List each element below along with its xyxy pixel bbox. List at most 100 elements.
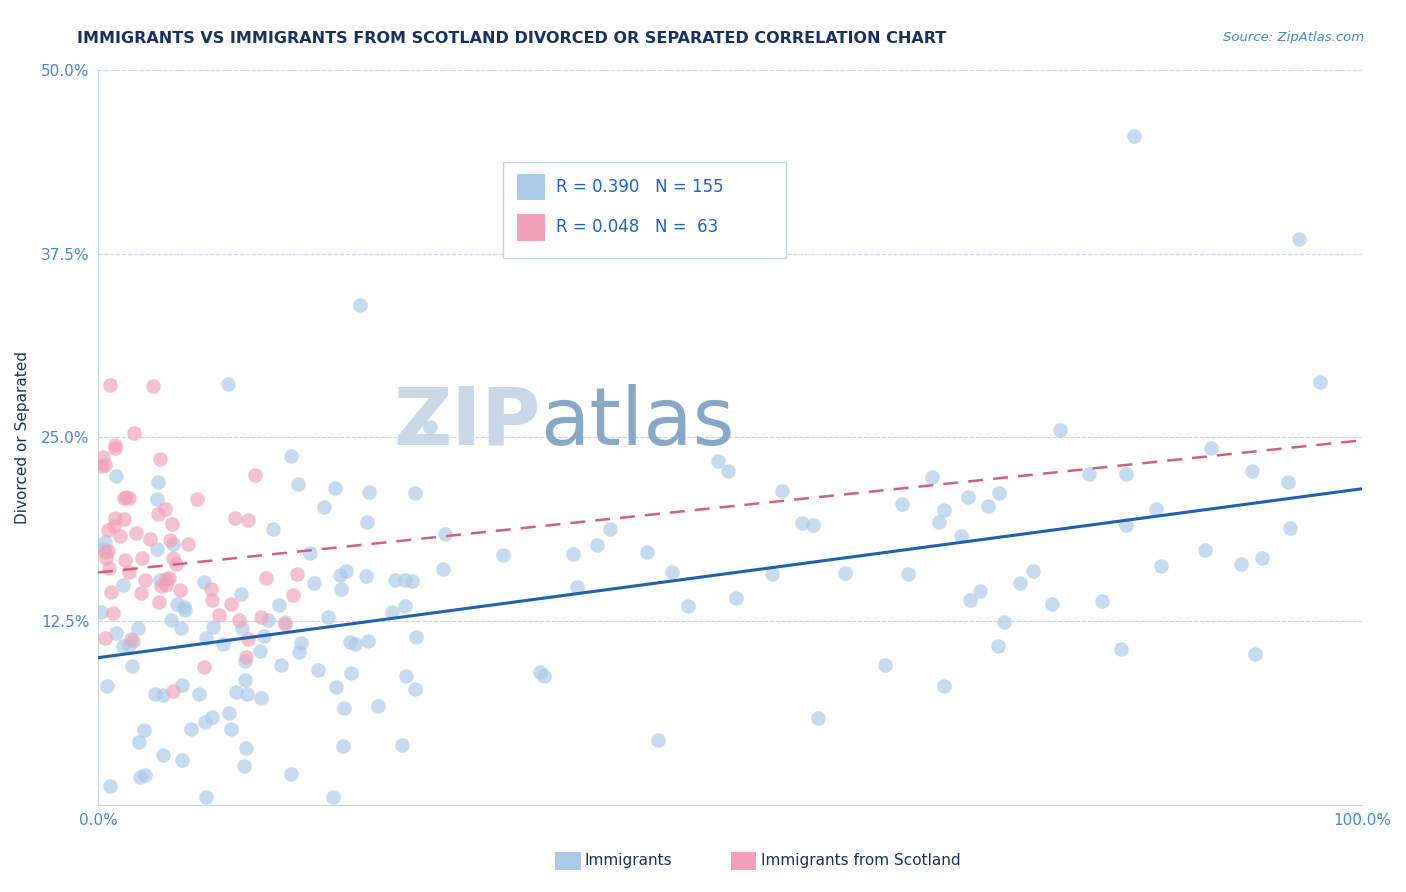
Point bbox=[394, 599, 416, 614]
Point bbox=[1149, 559, 1171, 574]
Point bbox=[1250, 550, 1272, 565]
Point bbox=[90, 605, 112, 619]
Point bbox=[98, 378, 121, 392]
Point bbox=[339, 666, 361, 681]
Point bbox=[112, 578, 135, 592]
Text: atlas: atlas bbox=[540, 384, 735, 462]
Point bbox=[129, 586, 152, 600]
Point bbox=[238, 513, 260, 527]
Point bbox=[661, 566, 683, 580]
Point bbox=[236, 687, 259, 701]
Point bbox=[132, 723, 155, 738]
Point bbox=[280, 450, 302, 464]
Point bbox=[155, 578, 177, 592]
Point bbox=[969, 584, 991, 599]
Point bbox=[105, 469, 128, 483]
Point bbox=[120, 632, 142, 646]
Point bbox=[354, 569, 377, 583]
Point bbox=[394, 573, 416, 587]
Point bbox=[254, 571, 277, 585]
Point bbox=[201, 709, 224, 723]
Point bbox=[394, 669, 416, 683]
Point bbox=[707, 454, 730, 468]
Point bbox=[401, 574, 423, 588]
Point bbox=[381, 606, 404, 620]
Point bbox=[253, 629, 276, 643]
Point bbox=[280, 767, 302, 781]
Point bbox=[565, 580, 588, 594]
Text: R = 0.048   N =  63: R = 0.048 N = 63 bbox=[557, 219, 718, 236]
Point bbox=[801, 518, 824, 533]
Point bbox=[1008, 576, 1031, 591]
Point bbox=[194, 790, 217, 805]
Point bbox=[676, 599, 699, 613]
Point bbox=[921, 469, 943, 483]
Point bbox=[1230, 557, 1253, 571]
Point bbox=[211, 637, 233, 651]
Point bbox=[219, 722, 242, 736]
Point bbox=[434, 526, 457, 541]
Point bbox=[150, 579, 173, 593]
Point bbox=[233, 759, 256, 773]
Point bbox=[950, 529, 973, 543]
Point bbox=[790, 516, 813, 530]
Point bbox=[97, 524, 120, 538]
Point bbox=[228, 613, 250, 627]
Point bbox=[333, 700, 356, 714]
Point bbox=[250, 691, 273, 706]
Text: R = 0.390   N = 155: R = 0.390 N = 155 bbox=[557, 178, 724, 196]
Point bbox=[118, 491, 141, 505]
Point bbox=[128, 735, 150, 749]
Point bbox=[159, 533, 181, 548]
Point bbox=[146, 475, 169, 490]
Point bbox=[162, 684, 184, 698]
Point bbox=[1077, 467, 1099, 482]
Point bbox=[166, 597, 188, 611]
Point bbox=[201, 619, 224, 633]
Point bbox=[274, 617, 297, 632]
Point bbox=[1244, 648, 1267, 662]
Point bbox=[170, 754, 193, 768]
Point bbox=[287, 477, 309, 491]
Point bbox=[225, 685, 247, 699]
Point bbox=[993, 615, 1015, 629]
Point bbox=[404, 486, 426, 500]
Point bbox=[384, 573, 406, 587]
Point bbox=[290, 636, 312, 650]
Point bbox=[103, 519, 125, 533]
Point bbox=[142, 379, 165, 393]
Point bbox=[323, 481, 346, 495]
Point bbox=[329, 567, 352, 582]
Point bbox=[149, 574, 172, 588]
Point bbox=[281, 589, 304, 603]
Point bbox=[148, 595, 170, 609]
Point bbox=[238, 632, 260, 647]
Point bbox=[1241, 464, 1264, 478]
Point bbox=[122, 633, 145, 648]
Point bbox=[890, 497, 912, 511]
Text: Immigrants from Scotland: Immigrants from Scotland bbox=[761, 854, 960, 868]
Point bbox=[897, 566, 920, 581]
Point bbox=[585, 539, 607, 553]
Point bbox=[533, 669, 555, 683]
Text: ZIP: ZIP bbox=[394, 384, 540, 462]
Point bbox=[1115, 467, 1137, 482]
Point bbox=[157, 571, 180, 585]
Point bbox=[91, 458, 114, 473]
Text: Source: ZipAtlas.com: Source: ZipAtlas.com bbox=[1223, 31, 1364, 45]
Point bbox=[233, 673, 256, 687]
Point bbox=[492, 548, 515, 562]
Point bbox=[959, 593, 981, 607]
Point bbox=[761, 567, 783, 582]
Point bbox=[93, 450, 115, 465]
Point bbox=[637, 545, 659, 559]
Point bbox=[193, 660, 215, 674]
Point bbox=[316, 610, 339, 624]
Point bbox=[165, 557, 187, 571]
Point bbox=[224, 511, 246, 525]
Point bbox=[1022, 565, 1045, 579]
Point bbox=[367, 699, 389, 714]
Point bbox=[273, 615, 295, 629]
Point bbox=[1123, 129, 1146, 144]
Point bbox=[118, 565, 141, 579]
